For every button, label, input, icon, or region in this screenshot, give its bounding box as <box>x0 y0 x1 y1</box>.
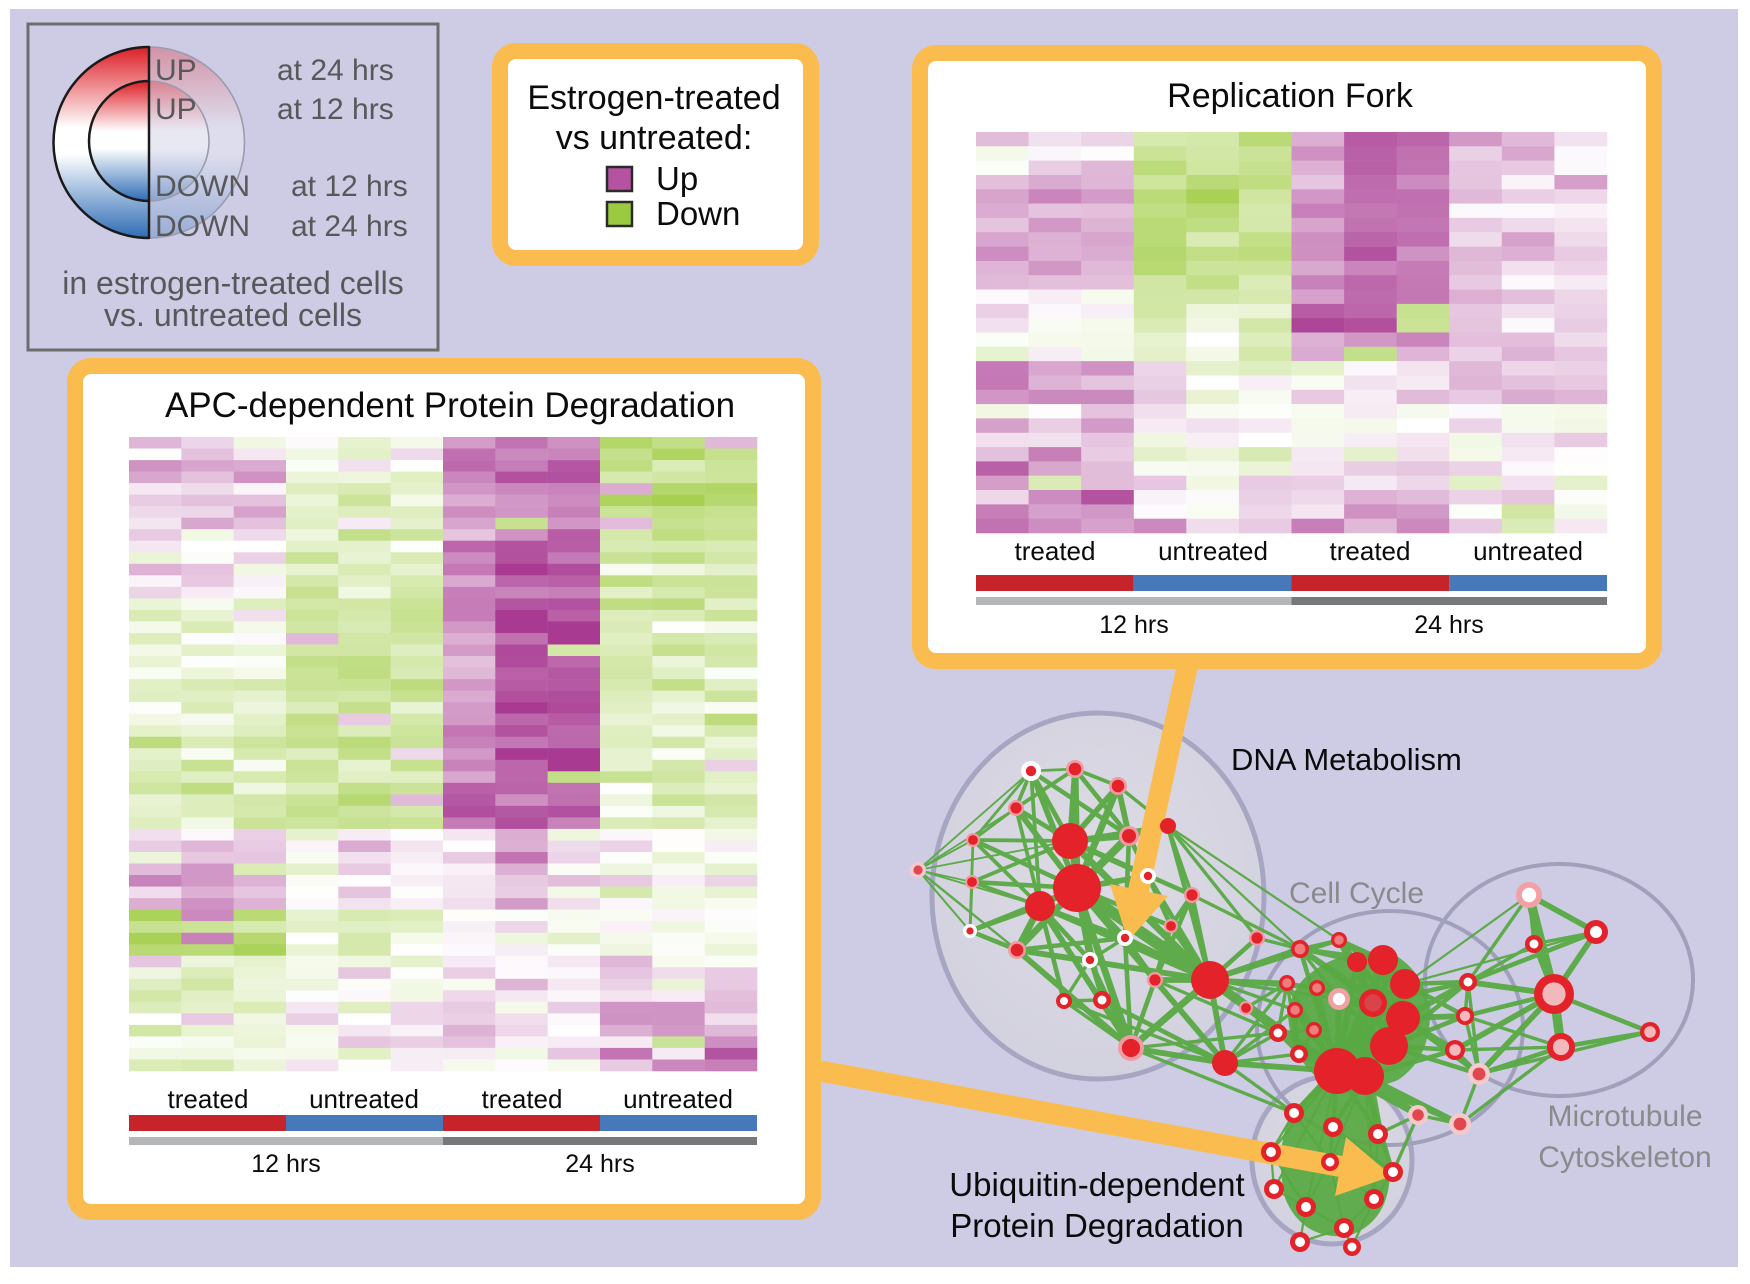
svg-text:Cell Cycle: Cell Cycle <box>1289 877 1424 910</box>
svg-text:UP: UP <box>155 93 197 126</box>
svg-text:vs. untreated cells: vs. untreated cells <box>104 297 362 333</box>
svg-text:24 hrs: 24 hrs <box>1414 611 1483 639</box>
svg-text:Down: Down <box>656 195 740 232</box>
svg-text:untreated: untreated <box>1158 536 1268 566</box>
svg-text:12 hrs: 12 hrs <box>251 1150 320 1178</box>
svg-text:at 12 hrs: at 12 hrs <box>277 93 394 126</box>
svg-text:at 24 hrs: at 24 hrs <box>291 210 408 243</box>
svg-text:DOWN: DOWN <box>155 170 250 203</box>
svg-text:DOWN: DOWN <box>155 210 250 243</box>
svg-text:Replication Fork: Replication Fork <box>1167 77 1414 115</box>
svg-text:untreated: untreated <box>623 1084 733 1114</box>
svg-text:Estrogen-treated: Estrogen-treated <box>527 79 780 117</box>
svg-text:24 hrs: 24 hrs <box>565 1150 634 1178</box>
svg-text:untreated: untreated <box>1473 536 1583 566</box>
svg-text:Protein Degradation: Protein Degradation <box>950 1207 1244 1244</box>
svg-text:Up: Up <box>656 160 698 197</box>
svg-text:treated: treated <box>482 1084 563 1114</box>
svg-text:Microtubule: Microtubule <box>1547 1100 1702 1133</box>
svg-text:at 12 hrs: at 12 hrs <box>291 170 408 203</box>
svg-text:DNA Metabolism: DNA Metabolism <box>1231 742 1462 777</box>
svg-text:treated: treated <box>1330 536 1411 566</box>
svg-text:untreated: untreated <box>309 1084 419 1114</box>
svg-text:in estrogen-treated cells: in estrogen-treated cells <box>62 265 404 301</box>
svg-text:12 hrs: 12 hrs <box>1099 611 1168 639</box>
svg-text:at 24 hrs: at 24 hrs <box>277 54 394 87</box>
svg-text:treated: treated <box>168 1084 249 1114</box>
svg-text:treated: treated <box>1015 536 1096 566</box>
svg-text:APC-dependent Protein Degradat: APC-dependent Protein Degradation <box>165 386 735 425</box>
svg-text:UP: UP <box>155 54 197 87</box>
svg-text:Cytoskeleton: Cytoskeleton <box>1538 1141 1711 1174</box>
svg-text:Ubiquitin-dependent: Ubiquitin-dependent <box>949 1166 1244 1203</box>
svg-text:vs untreated:: vs untreated: <box>556 119 753 157</box>
